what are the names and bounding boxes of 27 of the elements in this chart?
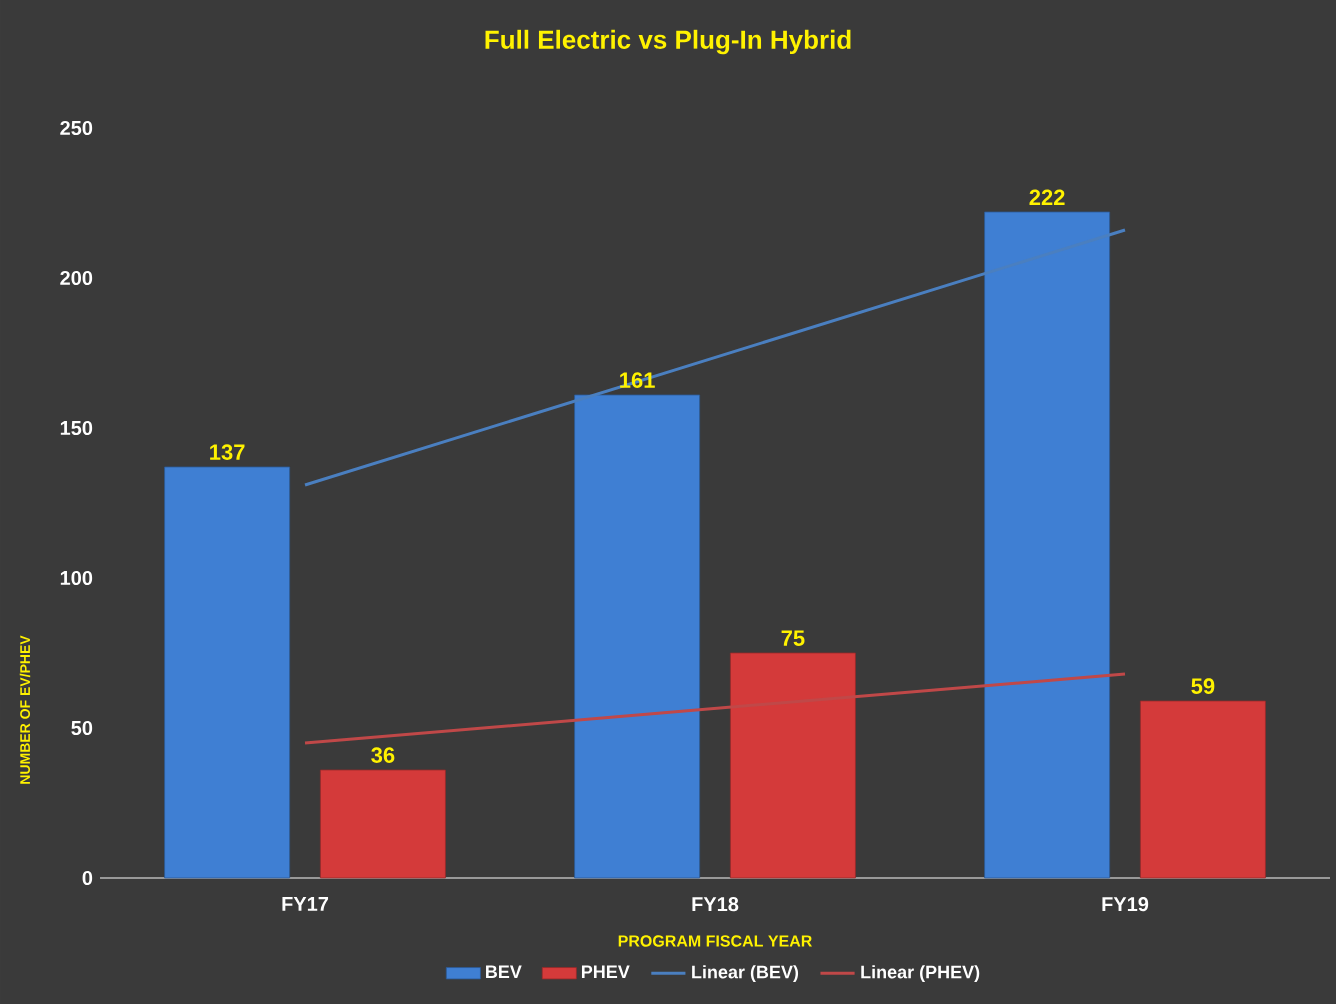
legend-label: Linear (BEV): [692, 965, 799, 982]
y-tick-label: 50: [71, 720, 93, 736]
y-tick-label: 0: [82, 870, 93, 886]
y-tick-label: 250: [60, 120, 93, 136]
y-tick-label: 100: [60, 570, 93, 586]
legend-label: PHEV: [581, 965, 630, 978]
y-tick-label: 150: [60, 420, 93, 436]
bar: [319, 769, 446, 879]
data-label: 36: [371, 747, 395, 763]
bar: [574, 394, 701, 879]
bar: [1139, 700, 1266, 879]
data-label: 137: [210, 444, 245, 460]
bar: [984, 211, 1111, 879]
legend-label: BEV: [486, 965, 522, 978]
bar: [729, 652, 856, 879]
y-tick-label: 200: [60, 270, 93, 286]
x-tick-label: FY17: [282, 897, 329, 911]
x-tick-label: FY18: [692, 897, 739, 912]
x-axis-title: PROGRAM FISCAL YEAR: [618, 935, 812, 947]
y-axis-title: NUMBER OF EV/PHEV: [19, 635, 31, 784]
data-label: 75: [781, 630, 805, 646]
bar: [164, 466, 291, 879]
data-label: 222: [1029, 189, 1065, 205]
legend-label: Linear (PHEV): [861, 965, 980, 982]
data-label: 59: [1191, 678, 1215, 694]
x-tick-label: FY19: [1102, 897, 1149, 912]
chart-title: Full Electric vs Plug-In Hybrid: [485, 29, 851, 55]
